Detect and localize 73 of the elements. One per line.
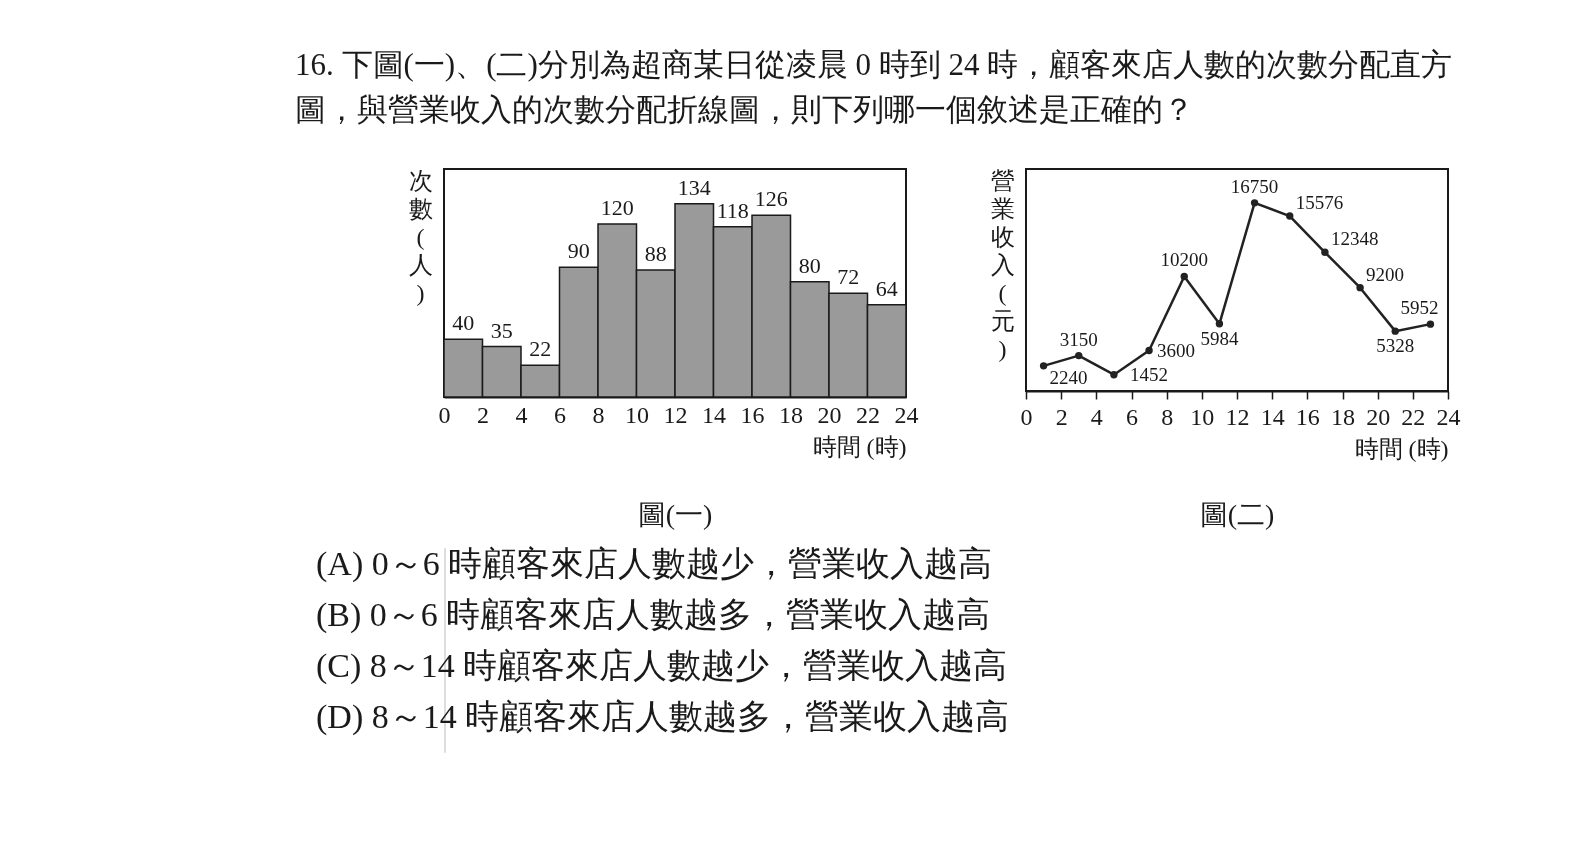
x-tick-label: 14 xyxy=(702,401,726,428)
x-tick-label: 4 xyxy=(515,401,528,428)
x-tick-label: 16 xyxy=(1295,403,1320,430)
x-tick-label: 20 xyxy=(1366,403,1391,430)
data-label: 126 xyxy=(754,186,788,212)
x-tick-label: 22 xyxy=(1401,403,1426,430)
point xyxy=(1321,248,1329,257)
x-tick-label: 22 xyxy=(856,401,880,428)
data-label: 118 xyxy=(716,197,749,223)
x-tick-label: 18 xyxy=(779,401,803,428)
point xyxy=(1180,272,1188,281)
point xyxy=(1250,199,1259,207)
data-label: 90 xyxy=(567,238,590,264)
data-label: 12348 xyxy=(1330,228,1379,250)
x-tick-label: 0 xyxy=(1020,403,1033,430)
text: (A) 0～6 時顧客來店人數越少，營業收入越高 xyxy=(316,545,993,583)
x-tick-label: 10 xyxy=(1190,403,1215,430)
x-tick-label: 12 xyxy=(1225,403,1250,430)
data-label: 72 xyxy=(837,264,860,290)
point xyxy=(1215,320,1224,328)
y-axis-title: 次數(人) xyxy=(408,167,433,306)
data-label: 120 xyxy=(600,194,634,220)
data-label: 22 xyxy=(529,336,552,362)
data-label: 5984 xyxy=(1200,327,1239,349)
x-tick-label: 0 xyxy=(438,401,451,428)
text: (B) 0～6 時顧客來店人數越多，營業收入越高 xyxy=(316,596,991,634)
point xyxy=(1039,362,1048,370)
x-tick-label: 24 xyxy=(1436,403,1461,430)
x-tick-label: 4 xyxy=(1090,403,1103,430)
x-axis-title: 時間 (時) xyxy=(812,433,907,460)
data-label: 40 xyxy=(452,310,475,336)
data-label: 15576 xyxy=(1295,192,1344,214)
point xyxy=(1286,212,1294,220)
data-label: 5328 xyxy=(1376,335,1415,357)
point xyxy=(1426,320,1435,328)
x-tick-label: 6 xyxy=(554,401,566,428)
x-tick-label: 8 xyxy=(592,401,605,428)
point xyxy=(1110,370,1118,379)
x-axis-title: 時間 (時) xyxy=(1354,435,1449,462)
text: (C) 8～14 時顧客來店人數越少，營業收入越高 xyxy=(316,647,1008,685)
x-tick-label: 18 xyxy=(1331,403,1355,430)
x-tick-label: 14 xyxy=(1260,403,1285,430)
x-tick-label: 12 xyxy=(663,401,688,428)
x-tick-label: 24 xyxy=(894,401,919,428)
data-label: 134 xyxy=(677,174,711,200)
y-axis-title: 營業收入(元) xyxy=(990,167,1015,362)
data-label: 1452 xyxy=(1129,363,1168,385)
x-tick-label: 16 xyxy=(740,401,765,428)
x-tick-label: 2 xyxy=(1055,403,1068,430)
data-label: 88 xyxy=(644,241,667,267)
x-tick-label: 20 xyxy=(817,401,842,428)
data-label: 3150 xyxy=(1059,328,1098,350)
x-tick-label: 10 xyxy=(625,401,649,428)
data-label: 35 xyxy=(490,317,513,343)
x-tick-label: 8 xyxy=(1161,403,1174,430)
data-label: 80 xyxy=(798,252,821,278)
data-label: 64 xyxy=(875,275,898,301)
data-label: 9200 xyxy=(1366,263,1405,285)
x-tick-label: 2 xyxy=(477,401,489,428)
data-label: 5952 xyxy=(1400,297,1439,319)
text: (D) 8～14 時顧客來店人數越多，營業收入越高 xyxy=(316,698,1010,736)
point xyxy=(1356,283,1364,292)
point xyxy=(1075,351,1083,360)
text: 圖(一) xyxy=(637,499,713,530)
chart-subtitle: 16. 下圖(一)、(二)分別為超商某日從凌晨 0 時到 24 時，顧客來店人數的次數分配直方圖，與營業收入的次數分配折線圖，則下列哪一個敘述是正確的？ xyxy=(295,47,1453,127)
x-tick-label: 6 xyxy=(1126,403,1138,430)
data-label: 16750 xyxy=(1230,175,1279,197)
point xyxy=(1391,327,1399,335)
data-label: 2240 xyxy=(1049,366,1088,388)
point xyxy=(1145,346,1153,355)
data-label: 3600 xyxy=(1157,339,1196,361)
data-label: 10200 xyxy=(1160,249,1208,271)
text: 圖(二) xyxy=(1199,499,1275,530)
